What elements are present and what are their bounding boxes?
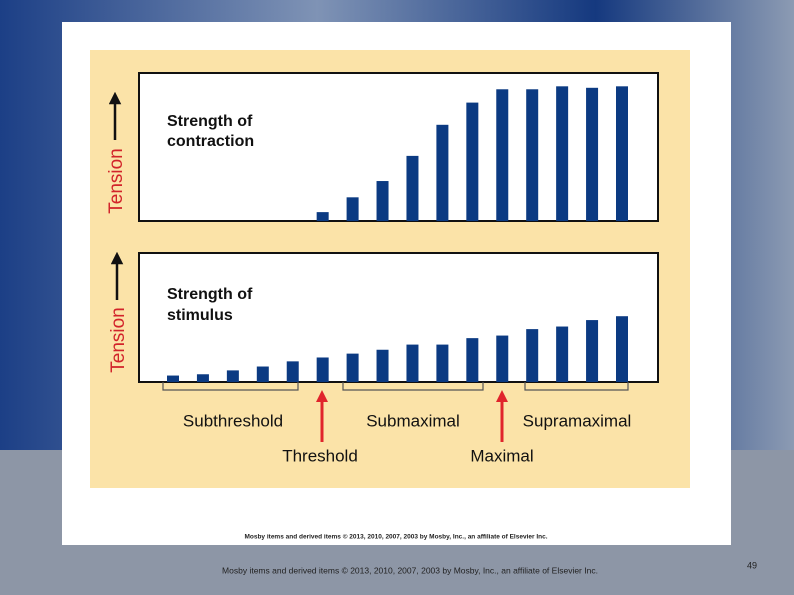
bar	[586, 320, 599, 382]
figure-credit: Mosby items and derived items © 2013, 20…	[244, 533, 547, 541]
bar	[256, 366, 269, 382]
bar	[226, 370, 239, 382]
bar	[556, 86, 569, 221]
bar	[346, 197, 359, 221]
bars	[167, 86, 628, 382]
bar	[406, 344, 419, 382]
annotation: Supramaximal	[523, 411, 632, 430]
annotation: Maximal	[470, 446, 533, 465]
bar	[556, 326, 569, 382]
annotation: Submaximal	[366, 411, 460, 430]
bar	[616, 316, 628, 382]
bracket	[524, 382, 629, 391]
page-number: 49	[747, 560, 757, 570]
chart-title: contraction	[167, 133, 254, 150]
bar	[616, 86, 628, 221]
chart-title: Strength of	[167, 286, 253, 303]
bar	[406, 155, 419, 221]
bar	[316, 212, 329, 221]
annotation: Subthreshold	[183, 411, 283, 430]
bar	[436, 344, 449, 382]
bracket	[162, 382, 299, 391]
bar	[286, 361, 299, 382]
y-axis-label: Tension	[108, 307, 129, 373]
bar	[466, 102, 479, 221]
bracket	[342, 382, 484, 391]
footer: Mosby items and derived items © 2013, 20…	[222, 565, 598, 575]
chart-title: stimulus	[167, 307, 233, 324]
chart-title: Strength of	[167, 113, 253, 130]
bar	[526, 89, 539, 221]
y-axis-label: Tension	[106, 148, 127, 214]
bar	[466, 338, 479, 382]
bar	[496, 89, 509, 221]
bar	[376, 181, 389, 221]
plot-box	[138, 252, 659, 383]
bar	[376, 349, 389, 382]
plot-box	[138, 72, 659, 222]
bar	[167, 375, 179, 382]
bar	[196, 374, 209, 382]
bar	[316, 357, 329, 382]
annotation: Threshold	[282, 446, 358, 465]
bar	[526, 329, 539, 382]
bar	[436, 124, 449, 221]
bar	[586, 87, 599, 221]
bar	[496, 335, 509, 382]
bar	[346, 353, 359, 382]
